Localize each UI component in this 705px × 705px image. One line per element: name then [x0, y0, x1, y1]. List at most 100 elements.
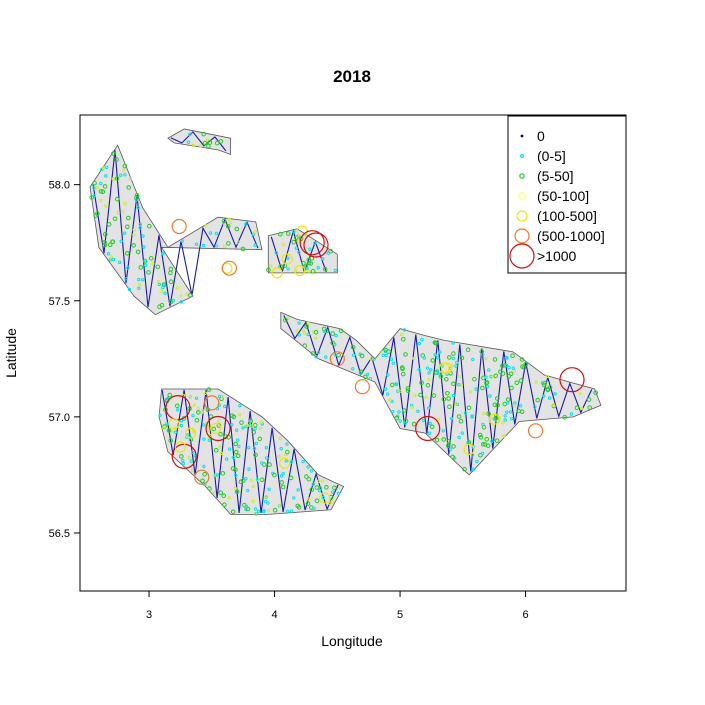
observation-point [141, 278, 145, 282]
observation-point [286, 267, 290, 271]
observation-point [278, 231, 283, 237]
observation-point [102, 243, 107, 248]
observation-point [104, 174, 108, 178]
observation-point [493, 373, 499, 379]
observation-point [278, 503, 282, 507]
observation-point [212, 491, 217, 495]
observation-point [211, 426, 216, 432]
observation-point [244, 504, 249, 508]
legend-label: (50-100] [537, 188, 589, 204]
observation-point [196, 410, 201, 415]
observation-point [185, 292, 189, 296]
observation-point [446, 439, 452, 444]
observation-point [202, 472, 207, 477]
observation-point [251, 430, 256, 435]
observation-point [92, 186, 96, 190]
observation-point [587, 405, 593, 410]
legend-label: >1000 [537, 248, 577, 264]
observation-point [213, 448, 219, 453]
observation-point [311, 482, 315, 486]
detection-point [559, 367, 585, 393]
observation-point [114, 176, 120, 181]
observation-point [286, 316, 290, 320]
observation-point [238, 404, 242, 408]
observation-point [123, 173, 127, 177]
observation-point [431, 393, 437, 398]
observation-point [463, 411, 468, 415]
observation-point [202, 140, 208, 146]
legend-symbol [514, 228, 530, 244]
observation-point [278, 264, 284, 269]
observation-point [279, 474, 284, 478]
observation-point [297, 250, 301, 255]
observation-point [305, 501, 311, 506]
observation-point [245, 423, 249, 427]
observation-point [484, 375, 488, 379]
observation-point [148, 256, 154, 261]
observation-point [383, 387, 388, 391]
observation-point [158, 413, 162, 417]
observation-point [202, 423, 206, 427]
observation-point [310, 268, 316, 274]
legend-label: (100-500] [537, 208, 597, 224]
observation-point [189, 459, 194, 463]
observation-point [321, 495, 325, 500]
observation-point [95, 186, 99, 190]
observation-point [391, 410, 395, 414]
observation-point [222, 502, 227, 508]
observation-point [506, 374, 512, 379]
observation-point [338, 328, 344, 334]
observation-point [266, 501, 270, 505]
observation-point [490, 439, 494, 443]
observation-point [403, 352, 408, 357]
observation-point [514, 380, 520, 386]
observation-point [285, 449, 290, 455]
observation-point [306, 476, 312, 482]
observation-point [226, 241, 231, 246]
observation-point [141, 234, 145, 238]
observation-point [131, 243, 136, 248]
observation-point [260, 461, 264, 465]
observation-point [132, 233, 136, 237]
observation-point [124, 277, 128, 281]
observation-point [479, 349, 485, 354]
observation-point [451, 351, 456, 356]
observation-point [102, 240, 107, 245]
observation-point [247, 467, 251, 471]
observation-point [492, 357, 498, 362]
observation-point [394, 382, 398, 386]
observation-point [451, 381, 456, 387]
y-tick-label: 57.0 [49, 412, 70, 424]
observation-point [235, 453, 241, 459]
observation-point [433, 353, 437, 357]
observation-point [146, 270, 151, 275]
observation-point [282, 242, 286, 247]
observation-point [294, 235, 299, 240]
observation-point [194, 417, 200, 423]
observation-point [484, 357, 488, 361]
detection-point [205, 415, 231, 442]
observation-point [201, 131, 206, 137]
observation-point [451, 393, 456, 398]
observation-point [333, 353, 337, 357]
observation-point [214, 231, 219, 236]
legend-label: (500-1000] [537, 228, 605, 244]
observation-point [188, 293, 193, 298]
observation-point [192, 403, 196, 407]
observation-point [173, 430, 178, 434]
observation-point [161, 282, 167, 287]
observation-point [228, 447, 232, 451]
observation-point [386, 373, 390, 377]
observation-point [488, 394, 492, 398]
survey-area-north-strip [167, 128, 232, 156]
observation-point [477, 432, 483, 438]
observation-point [502, 434, 506, 438]
observation-point [155, 264, 161, 270]
observation-point [506, 401, 510, 405]
observation-point [231, 455, 236, 460]
observation-point [430, 358, 436, 363]
observation-point [495, 396, 500, 401]
observation-point [310, 351, 316, 356]
observation-point [254, 512, 258, 516]
observation-point [481, 422, 485, 427]
